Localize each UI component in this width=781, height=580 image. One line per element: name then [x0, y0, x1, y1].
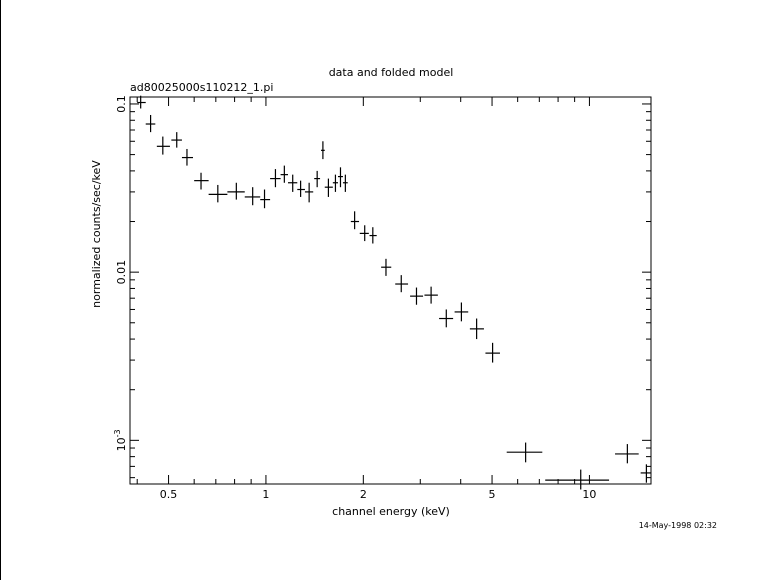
data-point	[270, 169, 281, 188]
data-point	[350, 211, 360, 230]
y-tick-label: 0.1	[115, 95, 128, 113]
data-point	[171, 132, 182, 148]
x-tick-label: 2	[360, 488, 367, 501]
data-point	[424, 286, 438, 304]
data-point	[359, 225, 369, 242]
data-point	[181, 148, 193, 166]
data-point	[439, 309, 454, 328]
data-point	[395, 275, 409, 293]
data-point	[615, 444, 639, 464]
x-axis-label: channel energy (keV)	[332, 505, 450, 518]
axis-ticks: 0.5 1 2 5 10 0.1 0.01 10-3	[113, 95, 651, 501]
data-point	[369, 227, 377, 244]
x-tick-label: 0.5	[160, 488, 178, 501]
data-point	[321, 141, 325, 160]
x-tick-label: 5	[489, 488, 496, 501]
plot-frame	[129, 96, 652, 485]
data-point	[337, 167, 343, 188]
data-point	[485, 342, 500, 363]
y-tick-label: 0.01	[115, 260, 128, 285]
data-point	[545, 469, 610, 490]
data-point	[410, 287, 424, 305]
chart-title: data and folded model	[329, 66, 454, 79]
data-point	[381, 258, 392, 276]
data-point	[454, 302, 469, 322]
data-point	[324, 178, 333, 197]
data-point	[469, 318, 484, 340]
data-point	[314, 170, 321, 188]
y-axis-label: normalized counts/sec/keV	[90, 160, 103, 308]
data-point	[260, 189, 271, 209]
data-points	[137, 95, 651, 490]
data-point	[506, 442, 543, 463]
data-point	[332, 174, 338, 192]
data-point	[227, 182, 245, 200]
data-point	[342, 174, 348, 192]
data-point	[287, 174, 298, 192]
data-point	[145, 114, 156, 133]
x-tick-label: 10	[582, 488, 596, 501]
data-point	[208, 184, 228, 203]
data-point	[640, 464, 651, 483]
data-point	[156, 136, 170, 155]
data-point	[244, 187, 261, 206]
timestamp: 14-May-1998 02:32	[639, 521, 717, 530]
x-tick-label: 1	[262, 488, 269, 501]
data-point	[304, 182, 314, 203]
data-point	[297, 180, 305, 197]
data-point	[280, 165, 288, 183]
data-point	[137, 95, 146, 109]
y-tick-label: 10-3	[113, 429, 128, 451]
data-point	[194, 172, 209, 190]
chart-subtitle: ad80025000s110212_1.pi	[130, 81, 273, 94]
